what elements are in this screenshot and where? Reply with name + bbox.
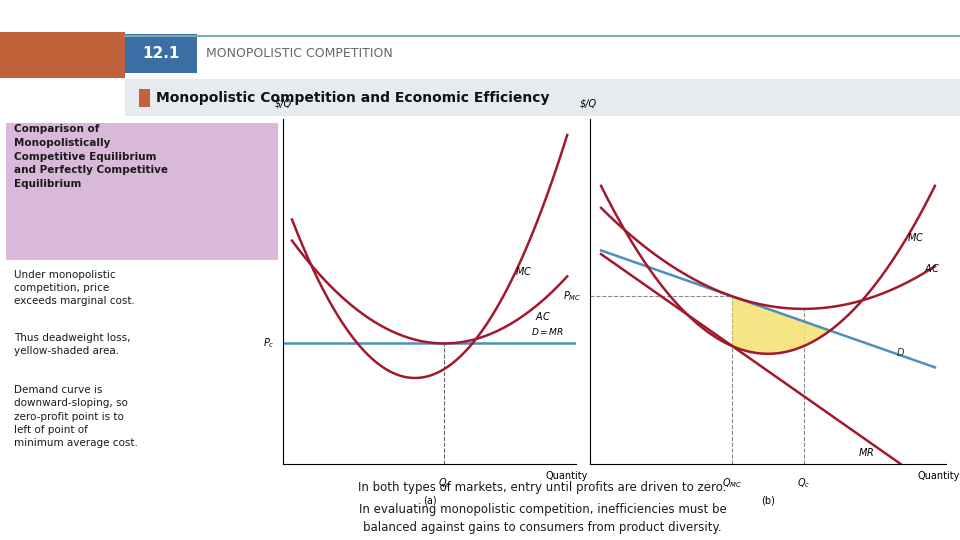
Text: Quantity: Quantity [545,471,588,481]
Text: $/Q: $/Q [275,98,292,109]
FancyBboxPatch shape [139,89,150,107]
Text: (b): (b) [761,496,775,505]
Text: $Q_c$: $Q_c$ [438,476,451,490]
Text: 12.1: 12.1 [142,46,180,61]
Text: $Q_c$: $Q_c$ [797,476,810,490]
Text: (a): (a) [422,496,437,505]
Text: $Q_{MC}$: $Q_{MC}$ [722,476,743,490]
FancyBboxPatch shape [6,123,277,260]
Text: Comparison of
Monopolistically
Competitive Equilibrium
and Perfectly Competitive: Comparison of Monopolistically Competiti… [14,124,168,189]
Text: $AC$: $AC$ [535,310,551,322]
Text: $MR$: $MR$ [858,446,875,458]
Text: $/Q: $/Q [580,98,597,109]
Text: MONOPOLISTIC COMPETITION: MONOPOLISTIC COMPETITION [206,47,394,60]
Text: Monopolistic Competition and Economic Efficiency: Monopolistic Competition and Economic Ef… [156,91,550,105]
FancyBboxPatch shape [125,79,960,116]
Polygon shape [732,296,830,354]
Text: $D = MR$: $D = MR$ [531,326,564,337]
Text: Thus deadweight loss,
yellow-shaded area.: Thus deadweight loss, yellow-shaded area… [14,333,131,356]
Text: $D$: $D$ [896,346,905,358]
Text: Demand curve is
downward-sloping, so
zero-profit point is to
left of point of
mi: Demand curve is downward-sloping, so zer… [14,385,138,448]
Text: Quantity: Quantity [918,471,960,481]
Text: Under monopolistic
competition, price
exceeds marginal cost.: Under monopolistic competition, price ex… [14,269,135,306]
Text: $P_{MC}$: $P_{MC}$ [564,289,582,303]
Text: $P_c$: $P_c$ [263,336,275,350]
Text: $MC$: $MC$ [515,265,532,277]
FancyBboxPatch shape [125,34,197,73]
FancyBboxPatch shape [0,32,125,78]
Text: $AC$: $AC$ [924,261,940,274]
Text: In evaluating monopolistic competition, inefficiencies must be
balanced against : In evaluating monopolistic competition, … [358,503,727,535]
Text: In both types of markets, entry until profits are driven to zero.: In both types of markets, entry until pr… [358,482,727,495]
Text: $MC$: $MC$ [906,231,924,242]
